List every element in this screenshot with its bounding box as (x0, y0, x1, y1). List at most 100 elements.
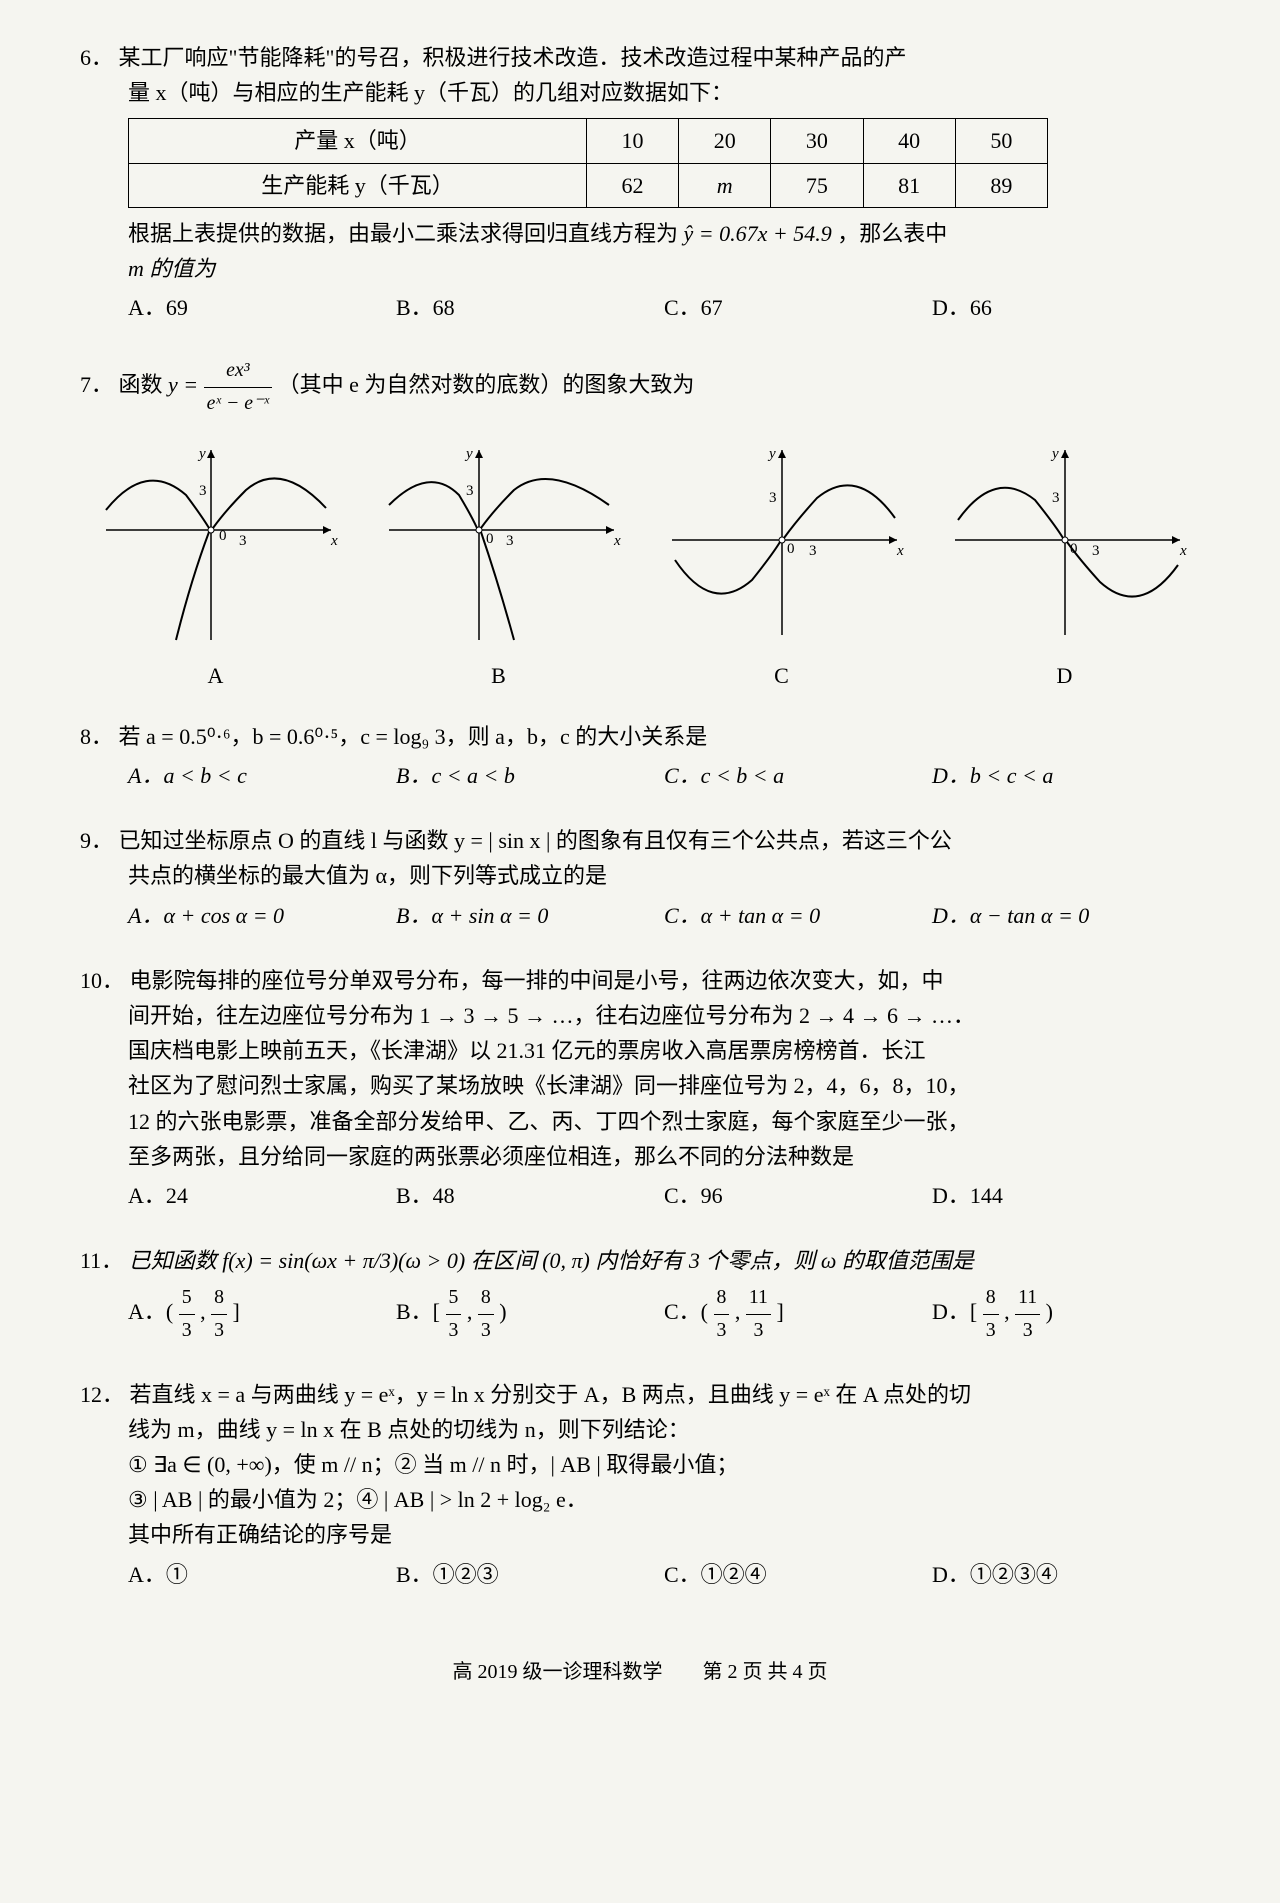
q10-options: A．24 B．48 C．96 D．144 (128, 1174, 1200, 1217)
svg-text:3: 3 (1052, 490, 1060, 506)
graph-d-svg: 0 3 3 x y (940, 440, 1190, 650)
question-6: 6． 某工厂响应"节能降耗"的号召，积极进行技术改造．技术改造过程中某种产品的产… (80, 40, 1200, 329)
opt-a: A．a < b < c (128, 754, 396, 797)
q7-frac-den: eˣ − e⁻ˣ (204, 388, 272, 420)
svg-text:3: 3 (769, 490, 777, 506)
q10-l1: 间开始，往左边座位号分布为 1 → 3 → 5 → …，往右边座位号分布为 2 … (128, 998, 1200, 1033)
q6-text2: 量 x（吨）与相应的生产能耗 y（千瓦）的几组对应数据如下： (128, 75, 1200, 110)
q12-s1: ① ∃a ∈ (0, +∞)，使 m // n；② 当 m // n 时，| A… (128, 1447, 1200, 1482)
q12-l1: 若直线 x = a 与两曲线 y = eˣ，y = ln x 分别交于 A，B … (130, 1382, 972, 1407)
q6-table: 产量 x（吨） 10 20 30 40 50 生产能耗 y（千瓦） 62 m 7… (128, 118, 1048, 207)
cell: 生产能耗 y（千瓦） (129, 163, 587, 207)
cell: m (679, 163, 771, 207)
q6-t3a: 根据上表提供的数据，由最小二乘法求得回归直线方程为 (128, 221, 684, 246)
svg-text:y: y (464, 446, 473, 462)
svg-text:0: 0 (486, 531, 494, 547)
q8-options: A．a < b < c B．c < a < b C．c < b < a D．b … (128, 754, 1200, 797)
q7-frac-num: ex³ (204, 355, 272, 388)
opt-c: C．96 (664, 1174, 932, 1217)
graph-d-label: D (940, 658, 1190, 693)
opt-d: D．[ 83 , 113 ) (932, 1278, 1200, 1350)
opt-a: A．24 (128, 1174, 396, 1217)
q10-number: 10． (80, 968, 124, 993)
svg-text:3: 3 (466, 483, 474, 499)
opt-d: D．66 (932, 286, 1200, 329)
q9-text2: 共点的横坐标的最大值为 α，则下列等式成立的是 (128, 858, 1200, 893)
svg-text:0: 0 (219, 528, 227, 544)
opt-c: C．c < b < a (664, 754, 932, 797)
cell: 30 (771, 119, 863, 163)
svg-text:x: x (896, 543, 904, 559)
opt-a: A．69 (128, 286, 396, 329)
opt-c: C．( 83 , 113 ] (664, 1278, 932, 1350)
svg-text:x: x (330, 533, 338, 549)
svg-text:3: 3 (1092, 543, 1100, 559)
q6-number: 6． (80, 45, 113, 70)
svg-text:y: y (1050, 446, 1059, 462)
q10-l0: 电影院每排的座位号分单双号分布，每一排的中间是小号，往两边依次变大，如，中 (130, 968, 944, 993)
q6-formula: ŷ = 0.67x + 54.9 (684, 221, 832, 246)
svg-text:x: x (1179, 543, 1187, 559)
q10-l2: 国庆档电影上映前五天，《长津湖》以 21.31 亿元的票房收入高居票房榜榜首．长… (128, 1033, 1200, 1068)
svg-text:3: 3 (239, 533, 247, 549)
question-12: 12． 若直线 x = a 与两曲线 y = eˣ，y = ln x 分别交于 … (80, 1377, 1200, 1596)
q8-number: 8． (80, 724, 113, 749)
cell: 89 (955, 163, 1047, 207)
q11-number: 11． (80, 1248, 123, 1273)
q6-t3c: ，那么表中 (837, 221, 947, 246)
opt-b: B．[ 53 , 83 ) (396, 1278, 664, 1350)
cell: 40 (863, 119, 955, 163)
cell: 81 (863, 163, 955, 207)
question-9: 9． 已知过坐标原点 O 的直线 l 与函数 y = | sin x | 的图象… (80, 823, 1200, 937)
opt-a: A．( 53 , 83 ] (128, 1278, 396, 1350)
opt-b: B．α + sin α = 0 (396, 894, 664, 937)
q8-text: 若 a = 0.5⁰·⁶，b = 0.6⁰·⁵，c = log₉ 3，则 a，b… (119, 724, 708, 749)
q12-options: A．① B．①②③ C．①②④ D．①②③④ (128, 1553, 1200, 1596)
q6-text3: 根据上表提供的数据，由最小二乘法求得回归直线方程为 ŷ = 0.67x + 54… (128, 216, 1200, 251)
opt-d: D．①②③④ (932, 1553, 1200, 1596)
q12-s2: ③ | AB | 的最小值为 2；④ | AB | > ln 2 + log₂ … (128, 1482, 1200, 1517)
q7-formula: y = (168, 373, 204, 398)
cell: 20 (679, 119, 771, 163)
graph-b: 0 3 3 x y B (374, 440, 624, 693)
q10-l4: 12 的六张电影票，准备全部分发给甲、乙、丙、丁四个烈士家庭，每个家庭至少一张， (128, 1104, 1200, 1139)
opt-c: C．67 (664, 286, 932, 329)
question-7: 7． 函数 y = ex³ eˣ − e⁻ˣ （其中 e 为自然对数的底数）的图… (80, 355, 1200, 693)
q12-number: 12． (80, 1382, 124, 1407)
q9-number: 9． (80, 828, 113, 853)
question-10: 10． 电影院每排的座位号分单双号分布，每一排的中间是小号，往两边依次变大，如，… (80, 963, 1200, 1217)
q7-graphs: 0 3 3 x y A 0 3 (80, 440, 1200, 693)
opt-d: D．α − tan α = 0 (932, 894, 1200, 937)
cell: 62 (586, 163, 678, 207)
svg-text:x: x (613, 533, 621, 549)
cell: 产量 x（吨） (129, 119, 587, 163)
svg-text:3: 3 (506, 533, 514, 549)
graph-d: 0 3 3 x y D (940, 440, 1190, 693)
cell: 10 (586, 119, 678, 163)
q7-text-a: 函数 (119, 373, 169, 398)
opt-a: A．α + cos α = 0 (128, 894, 396, 937)
table-row: 生产能耗 y（千瓦） 62 m 75 81 89 (129, 163, 1048, 207)
cell: 50 (955, 119, 1047, 163)
graph-c: 0 3 3 x y C (657, 440, 907, 693)
page-footer: 高 2019 级一诊理科数学 第 2 页 共 4 页 (80, 1656, 1200, 1688)
opt-b: B．①②③ (396, 1553, 664, 1596)
opt-b: B．48 (396, 1174, 664, 1217)
q9-options: A．α + cos α = 0 B．α + sin α = 0 C．α + ta… (128, 894, 1200, 937)
opt-c: C．①②④ (664, 1553, 932, 1596)
opt-a: A．① (128, 1553, 396, 1596)
table-row: 产量 x（吨） 10 20 30 40 50 (129, 119, 1048, 163)
svg-text:y: y (767, 446, 776, 462)
question-11: 11． 已知函数 f(x) = sin(ωx + π/3)(ω > 0) 在区间… (80, 1243, 1200, 1351)
svg-text:0: 0 (787, 541, 795, 557)
q10-l3: 社区为了慰问烈士家属，购买了某场放映《长津湖》同一排座位号为 2，4，6，8，1… (128, 1068, 1200, 1103)
graph-c-svg: 0 3 3 x y (657, 440, 907, 650)
graph-c-label: C (657, 658, 907, 693)
graph-a: 0 3 3 x y A (91, 440, 341, 693)
opt-d: D．144 (932, 1174, 1200, 1217)
q9-text1: 已知过坐标原点 O 的直线 l 与函数 y = | sin x | 的图象有且仅… (119, 828, 952, 853)
pa: A．( (128, 1300, 173, 1325)
q7-number: 7． (80, 373, 113, 398)
opt-b: B．c < a < b (396, 754, 664, 797)
opt-b: B．68 (396, 286, 664, 329)
